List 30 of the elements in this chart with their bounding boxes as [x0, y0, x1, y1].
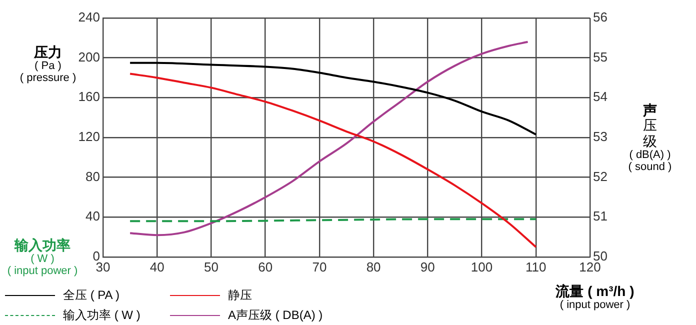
x-tick-label: 70 [312, 259, 327, 274]
y-tick-label: 40 [86, 208, 100, 224]
y-tick-label: 80 [86, 168, 100, 184]
text: 输入功率 ( W ) ( input power ) [6, 237, 79, 278]
line-series [129, 72, 537, 248]
x-tick-label: 60 [258, 259, 273, 274]
y-tick-label: 120 [78, 129, 100, 144]
y2-tick-label: 56 [593, 10, 608, 25]
y2-tick-label: 52 [593, 168, 608, 184]
x-tick-label: 80 [366, 259, 381, 274]
y2-tick-label: 53 [593, 129, 608, 144]
y-tick-label: 160 [78, 89, 100, 104]
legend-label: A声压级 ( DB(A) ) [228, 306, 323, 324]
y2-axis-title: 声压级 ( dB(A) ) ( sound ) [627, 102, 673, 174]
legend-label: 全压 ( PA ) [63, 286, 120, 304]
x-tick-label: 110 [526, 259, 546, 274]
y2-tick-label: 54 [593, 89, 608, 104]
legend-label: 输入功率 ( W ) [63, 306, 140, 324]
y-tick-label: 200 [78, 49, 100, 64]
x-tick-label: 50 [204, 259, 218, 274]
legend-label: 静压 [228, 286, 252, 304]
y2-tick-label: 51 [593, 208, 608, 224]
x-axis-title: 流量 ( m³/h ) ( input power ) [554, 283, 636, 312]
line-series [129, 40, 529, 236]
x-tick-label: 90 [420, 259, 435, 274]
y2-tick-label: 55 [593, 49, 608, 64]
x-tick-label: 40 [150, 259, 164, 274]
x-tick-label: 100 [470, 259, 493, 274]
y-tick-label: 240 [78, 10, 100, 25]
line-series [129, 62, 537, 136]
